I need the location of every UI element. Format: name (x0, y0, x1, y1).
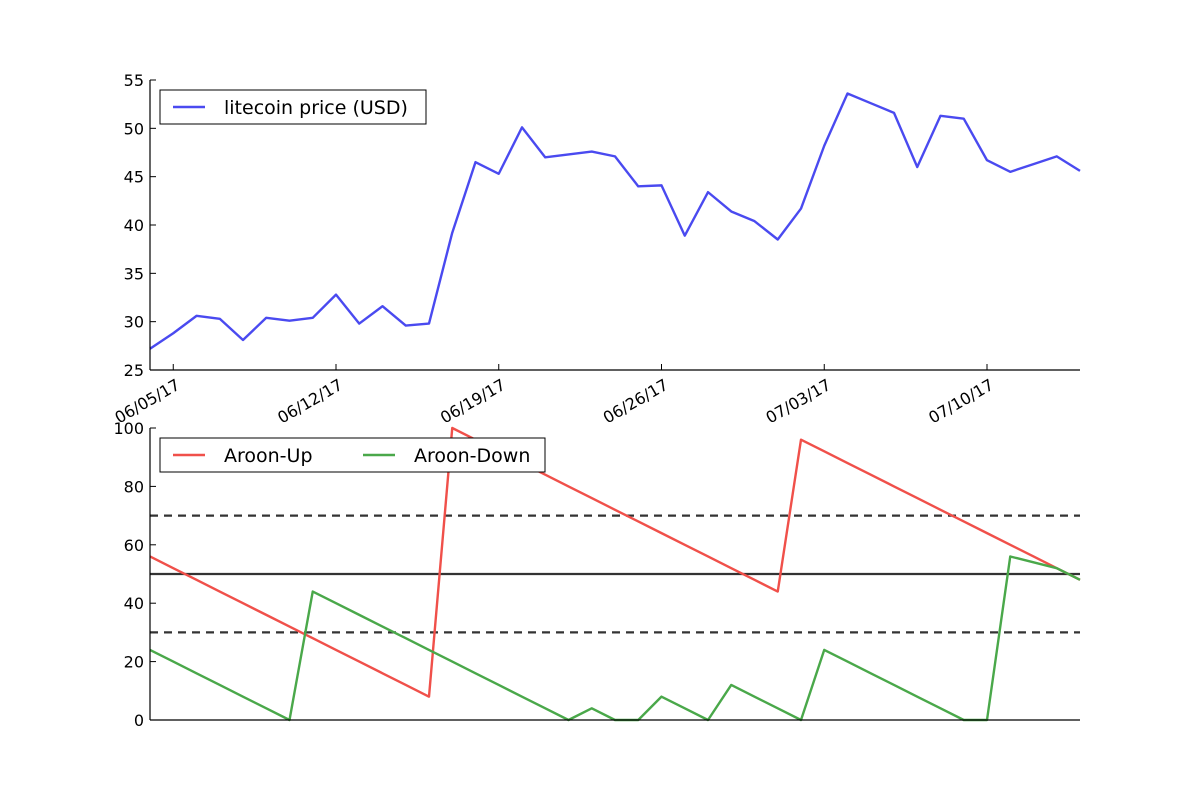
aroon-legend: Aroon-Up Aroon-Down (159, 437, 546, 473)
legend-entry: litecoin price (USD) (224, 97, 408, 119)
price-y-tick-label: 45 (124, 168, 144, 187)
legend-entry: Aroon-Up (224, 445, 313, 467)
price-y-tick-label: 25 (124, 361, 144, 380)
series-line-litecoin-price-usd (149, 92, 1081, 350)
legend-entry: Aroon-Down (414, 445, 530, 467)
aroon-y-tick-label: 100 (113, 419, 144, 438)
price-y-tick-label: 50 (124, 119, 144, 138)
price-y-tick-label: 35 (124, 264, 144, 283)
aroon-y-tick-label: 0 (134, 711, 144, 730)
price-y-tick-label: 40 (124, 216, 144, 235)
aroon-subplot: 0 20 40 60 80 100 Aroon-Up Aroon-Down (113, 419, 1081, 730)
aroon-y-tick-label: 40 (124, 594, 144, 613)
price-y-tick-label: 55 (124, 71, 144, 90)
aroon-y-tick-label: 20 (124, 653, 144, 672)
aroon-y-tick-label: 80 (124, 477, 144, 496)
price-y-tick-label: 30 (124, 313, 144, 332)
aroon-y-tick-label: 60 (124, 536, 144, 555)
aroon-legend-box (159, 437, 546, 473)
price-legend: litecoin price (USD) (159, 89, 427, 125)
